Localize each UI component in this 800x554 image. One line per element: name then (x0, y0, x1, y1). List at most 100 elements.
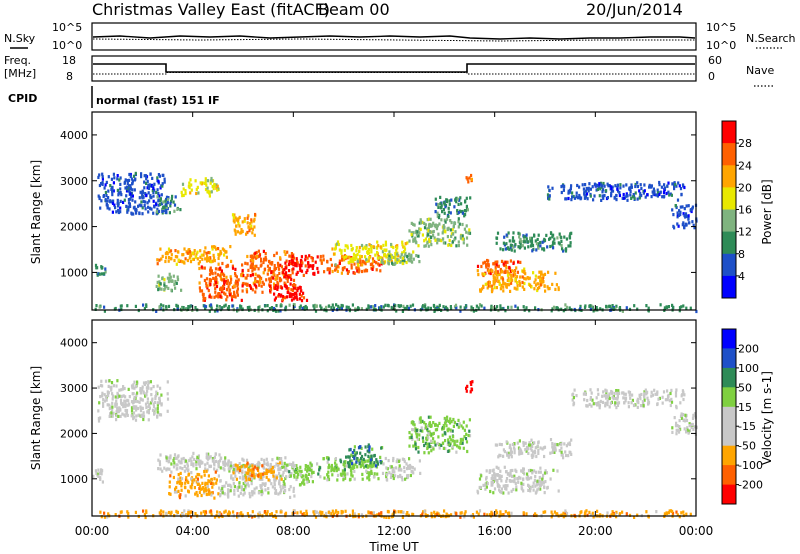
velocity-echo-cell (213, 515, 217, 519)
power-echo-cell (264, 252, 267, 256)
power-echo-cell (493, 261, 496, 266)
power-echo-cell (540, 270, 543, 274)
velocity-echo-cell (223, 492, 226, 496)
power-colorbar-tick-label: 28 (738, 137, 752, 150)
velocity-echo-cell (275, 462, 278, 466)
power-echo-cell (255, 284, 258, 288)
velocity-echo-cell (192, 462, 195, 466)
power-echo-cell (165, 195, 169, 199)
power-echo-cell (294, 286, 297, 290)
power-echo-cell (173, 203, 177, 207)
velocity-echo-cell (240, 488, 243, 492)
velocity-echo-cell (121, 387, 125, 391)
velocity-echo-cell (116, 379, 119, 383)
velocity-echo-cell (268, 479, 271, 483)
velocity-echo-cell (241, 477, 244, 481)
velocity-echo-cell (617, 401, 621, 405)
velocity-echo-cell (157, 458, 160, 462)
velocity-echo-cell (196, 457, 199, 461)
power-echo-cell (556, 236, 559, 240)
velocity-echo-cell (156, 401, 159, 405)
velocity-echo-cell (130, 409, 134, 413)
power-echo-cell (606, 182, 609, 186)
power-echo-cell (434, 238, 437, 242)
power-ytick-label: 3000 (60, 175, 88, 188)
velocity-echo-cell (256, 467, 259, 471)
power-echo-cell (125, 204, 128, 208)
power-echo-cell (216, 188, 219, 192)
power-echo-cell (170, 288, 173, 292)
velocity-echo-cell (366, 449, 369, 453)
velocity-echo-cell (533, 469, 536, 473)
power-echo-cell (350, 248, 353, 252)
power-echo-cell (355, 256, 358, 260)
power-echo-cell (286, 274, 289, 278)
power-echo-cell (427, 229, 430, 233)
power-echo-cell (507, 276, 510, 280)
velocity-echo-cell (222, 462, 225, 466)
velocity-echo-cell (223, 484, 226, 488)
velocity-colorbar-tick-label: 15 (738, 401, 752, 414)
velocity-echo-cell (237, 494, 240, 498)
power-echo-cell (403, 259, 406, 263)
power-echo-cell (250, 220, 253, 224)
velocity-echo-cell (197, 459, 200, 463)
velocity-echo-cell (351, 461, 354, 466)
power-echo-region (477, 266, 560, 294)
power-echo-cell (486, 263, 489, 267)
velocity-echo-cell (507, 451, 510, 455)
velocity-echo-cell (618, 512, 622, 516)
velocity-echo-cell (683, 393, 686, 397)
power-echo-cell (210, 269, 213, 273)
power-echo-cell (162, 208, 165, 212)
power-echo-cell (98, 272, 101, 276)
velocity-echo-cell (147, 386, 150, 390)
velocity-echo-cell (655, 510, 658, 514)
power-echo-cell (419, 218, 422, 222)
velocity-echo-cell (443, 509, 446, 513)
power-echo-cell (286, 290, 289, 294)
power-echo-cell (316, 255, 319, 259)
nave-tick-top: 60 (708, 54, 722, 67)
velocity-echo-cell (368, 478, 371, 482)
power-echo-cell (97, 194, 100, 198)
power-echo-cell (537, 246, 540, 250)
power-echo-cell (383, 248, 386, 252)
velocity-echo-cell (551, 442, 554, 446)
power-echo-cell (461, 237, 464, 241)
velocity-echo-cell (475, 510, 478, 514)
velocity-echo-cell (366, 459, 369, 463)
velocity-echo-cell (606, 511, 609, 515)
power-echo-region (156, 245, 233, 266)
velocity-echo-cell (230, 476, 233, 480)
velocity-echo-cell (364, 464, 367, 468)
velocity-echo-cell (233, 492, 236, 496)
power-echo-cell (417, 254, 420, 258)
velocity-echo-cell (262, 466, 266, 470)
power-echo-cell (111, 189, 114, 194)
power-echo-cell (357, 306, 360, 310)
power-echo-cell (494, 265, 497, 270)
velocity-echo-cell (108, 407, 111, 411)
power-echo-cell (658, 183, 661, 187)
velocity-echo-cell (611, 510, 614, 514)
power-echo-cell (665, 305, 668, 309)
velocity-echo-cell (115, 414, 118, 418)
velocity-echo-cell (430, 511, 433, 515)
power-echo-cell (440, 239, 443, 243)
power-echo-cell (189, 178, 192, 182)
velocity-echo-cell (150, 399, 154, 403)
velocity-echo-cell (137, 406, 140, 411)
velocity-echo-cell (245, 478, 248, 482)
velocity-echo-cell (168, 492, 171, 496)
velocity-echo-cell (357, 515, 360, 519)
power-echo-cell (248, 305, 251, 309)
power-echo-cell (547, 185, 550, 189)
velocity-echo-cell (553, 510, 556, 514)
power-echo-cell (543, 238, 546, 242)
power-echo-cell (390, 305, 393, 310)
velocity-echo-cell (230, 485, 233, 489)
power-echo-cell (427, 226, 430, 230)
power-echo-cell (176, 275, 179, 279)
power-echo-cell (317, 270, 320, 274)
